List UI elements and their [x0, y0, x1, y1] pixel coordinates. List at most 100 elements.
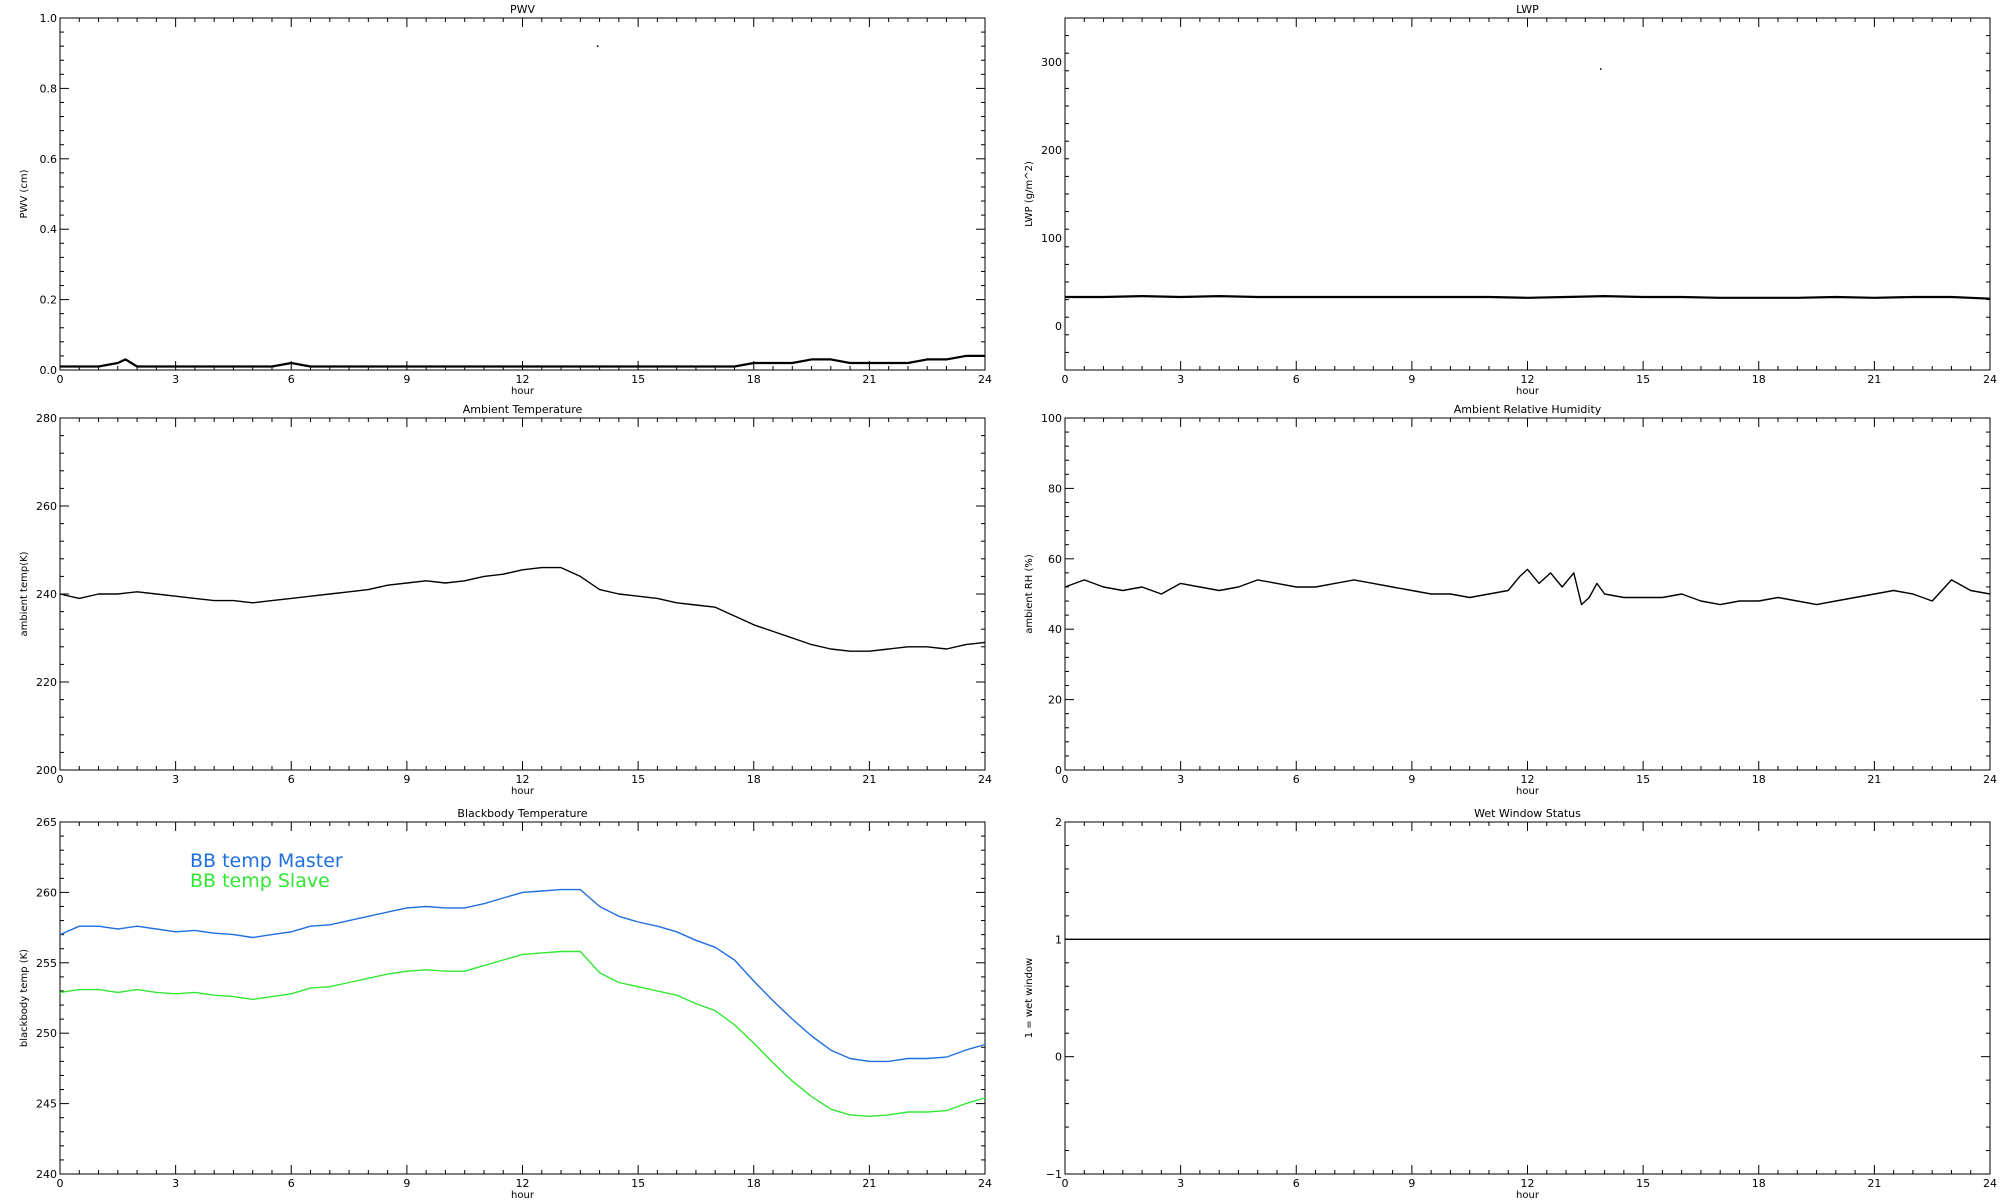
ambient-relative-humidity-panel: Ambient Relative Humidity 0 3 6 9 12 15 18 21 24 0… [1024, 403, 1997, 797]
wet-window-status-x-tick-label: 3 [1177, 1177, 1184, 1190]
wet-window-status-x-ticks [1064, 822, 1991, 1174]
pwv-panel: PWV 0 3 6 9 12 15 18 21 24 0.0 0.2 0.4 0.6 0.8 1.0 hour P… [19, 3, 992, 397]
pwv-data-point [596, 45, 599, 48]
ambient-temperature-x-tick-label: 15 [631, 773, 645, 786]
ambient-relative-humidity-x-tick-label: 0 [1062, 773, 1069, 786]
lwp-series-line-0 [1065, 295, 1991, 300]
ambient-relative-humidity-x-tick-label: 9 [1408, 773, 1415, 786]
ambient-relative-humidity-x-tick-label: 15 [1636, 773, 1650, 786]
pwv-y-tick-label: 0.4 [40, 223, 58, 236]
blackbody-temperature-panel: Blackbody Temperature 0 3 6 9 12 15 18 21 24 240 24… [19, 807, 992, 1200]
wet-window-status-y-tick-label: 0 [1055, 1051, 1062, 1064]
lwp-x-tick-label: 24 [1983, 373, 1997, 386]
ambient-relative-humidity-y-tick-label: 100 [1041, 412, 1062, 425]
lwp-x-tick-label: 15 [1636, 373, 1650, 386]
lwp-plot-frame [1064, 17, 1991, 371]
ambient-temperature-y-ticks [60, 417, 985, 771]
blackbody-temperature-y-tick-label: 260 [36, 886, 57, 899]
ambient-temperature-x-tick-label: 3 [172, 773, 179, 786]
ambient-relative-humidity-y-tick-label: 40 [1048, 623, 1062, 636]
ambient-relative-humidity-x-tick-label: 6 [1293, 773, 1300, 786]
ambient-temperature-y-axis-label: ambient temp(K) [19, 551, 30, 636]
ambient-relative-humidity-x-ticks [1064, 418, 1991, 770]
pwv-y-tick-label: 0.8 [40, 82, 58, 95]
ambient-temperature-x-tick-label: 24 [978, 773, 992, 786]
ambient-temperature-title: Ambient Temperature [463, 403, 583, 416]
blackbody-temperature-x-tick-label: 9 [403, 1177, 410, 1190]
wet-window-status-plot-frame [1064, 821, 1991, 1175]
pwv-x-tick-label: 6 [288, 373, 295, 386]
ambient-relative-humidity-x-tick-label: 24 [1983, 773, 1997, 786]
pwv-x-tick-label: 12 [516, 373, 530, 386]
ambient-relative-humidity-x-tick-label: 18 [1752, 773, 1766, 786]
ambient-relative-humidity-y-tick-label: 80 [1048, 482, 1062, 495]
ambient-temperature-y-tick-label: 200 [36, 764, 57, 777]
pwv-x-tick-label: 15 [631, 373, 645, 386]
wet-window-status-y-axis-label: 1 = wet window [1024, 958, 1035, 1038]
blackbody-temperature-series-line-1 [59, 950, 986, 1117]
blackbody-temperature-x-axis-label: hour [511, 1190, 535, 1200]
lwp-title: LWP [1516, 3, 1539, 16]
lwp-x-tick-label: 3 [1177, 373, 1184, 386]
lwp-y-tick-label: 300 [1041, 56, 1062, 69]
wet-window-status-x-tick-label: 0 [1062, 1177, 1069, 1190]
ambient-relative-humidity-x-axis-label: hour [1516, 786, 1540, 797]
ambient-relative-humidity-y-ticks [1065, 417, 1990, 771]
pwv-x-tick-label: 18 [747, 373, 761, 386]
blackbody-temperature-x-tick-label: 3 [172, 1177, 179, 1190]
ambient-temperature-series-line-0 [59, 566, 986, 652]
lwp-x-axis-label: hour [1516, 386, 1540, 397]
wet-window-status-x-tick-label: 6 [1293, 1177, 1300, 1190]
lwp-x-tick-label: 12 [1521, 373, 1535, 386]
pwv-x-tick-label: 0 [57, 373, 64, 386]
lwp-x-tick-label: 9 [1408, 373, 1415, 386]
wet-window-status-y-tick-label: 2 [1055, 816, 1062, 829]
blackbody-temperature-x-tick-label: 0 [57, 1177, 64, 1190]
ambient-temperature-x-tick-label: 12 [516, 773, 530, 786]
pwv-plot-frame [59, 17, 986, 371]
pwv-x-tick-label: 3 [172, 373, 179, 386]
ambient-temperature-x-ticks [59, 418, 986, 770]
blackbody-temperature-x-tick-label: 15 [631, 1177, 645, 1190]
wet-window-status-y-ticks [1065, 821, 1990, 1175]
pwv-series-line-0 [60, 354, 985, 368]
pwv-x-ticks [59, 18, 986, 370]
pwv-y-tick-label: 0.0 [40, 364, 58, 377]
wet-window-status-x-tick-label: 24 [1983, 1177, 1997, 1190]
lwp-y-tick-label: 100 [1041, 232, 1062, 245]
blackbody-temperature-x-tick-label: 24 [978, 1177, 992, 1190]
blackbody-temperature-x-tick-label: 21 [862, 1177, 876, 1190]
pwv-x-tick-label: 9 [403, 373, 410, 386]
blackbody-temperature-x-tick-label: 18 [747, 1177, 761, 1190]
blackbody-temperature-y-tick-label: 245 [36, 1098, 57, 1111]
wet-window-status-x-tick-label: 18 [1752, 1177, 1766, 1190]
blackbody-temperature-series-line-0 [59, 888, 986, 1063]
wet-window-status-y-tick-label: 1 [1055, 933, 1062, 946]
lwp-x-tick-label: 0 [1062, 373, 1069, 386]
lwp-x-tick-label: 21 [1867, 373, 1881, 386]
ambient-relative-humidity-y-tick-label: 20 [1048, 694, 1062, 707]
lwp-x-ticks [1064, 18, 1991, 370]
wet-window-status-y-tick-label: −1 [1046, 1168, 1062, 1181]
ambient-relative-humidity-series-line-0 [1064, 568, 1991, 606]
ambient-temperature-x-axis-label: hour [511, 786, 535, 797]
blackbody-temperature-y-ticks [60, 821, 985, 1175]
wet-window-status-x-axis-label: hour [1516, 1190, 1540, 1200]
pwv-y-tick-label: 0.2 [40, 294, 58, 307]
lwp-x-tick-label: 6 [1293, 373, 1300, 386]
blackbody-temperature-x-tick-label: 6 [288, 1177, 295, 1190]
blackbody-temperature-y-tick-label: 255 [36, 957, 57, 970]
lwp-y-tick-label: 0 [1055, 320, 1062, 333]
blackbody-temperature-legend-entry: BB temp Master [190, 850, 343, 872]
lwp-y-ticks [1065, 17, 1990, 371]
lwp-panel: LWP 0 3 6 9 12 15 18 21 24 0 100 200 300 hour LWP (g/m^… [1024, 3, 1997, 397]
wet-window-status-title: Wet Window Status [1474, 807, 1581, 820]
pwv-x-tick-label: 24 [978, 373, 992, 386]
blackbody-temperature-legend-entry: BB temp Slave [190, 870, 330, 892]
ambient-temperature-x-tick-label: 18 [747, 773, 761, 786]
blackbody-temperature-title: Blackbody Temperature [457, 807, 587, 820]
pwv-y-tick-label: 1.0 [40, 12, 58, 25]
ambient-relative-humidity-title: Ambient Relative Humidity [1454, 403, 1602, 416]
